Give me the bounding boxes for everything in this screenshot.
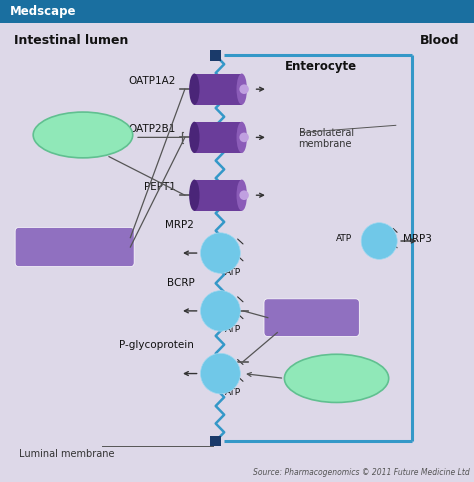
Ellipse shape [237, 73, 247, 105]
Text: OATP1A2: OATP1A2 [128, 76, 175, 86]
Text: ATP: ATP [225, 268, 241, 277]
FancyBboxPatch shape [194, 180, 242, 211]
Bar [0, 0, 474, 23]
Text: MRP3: MRP3 [403, 234, 432, 243]
Text: Blood: Blood [420, 34, 460, 47]
Text: ATP: ATP [225, 325, 241, 335]
Text: Intestinal lumen: Intestinal lumen [14, 34, 128, 47]
Text: ATP: ATP [336, 234, 352, 243]
Ellipse shape [237, 180, 247, 211]
FancyBboxPatch shape [194, 74, 242, 105]
Text: Source: Pharmacogenomics © 2011 Future Medicine Ltd: Source: Pharmacogenomics © 2011 Future M… [253, 468, 469, 477]
Ellipse shape [189, 180, 200, 211]
Ellipse shape [189, 73, 200, 105]
FancyBboxPatch shape [15, 228, 134, 267]
Circle shape [239, 190, 249, 200]
Ellipse shape [189, 121, 200, 153]
Text: Digoxin: Digoxin [316, 374, 357, 383]
Text: P-glycoprotein: P-glycoprotein [119, 340, 194, 350]
Text: OATP2B1: OATP2B1 [128, 124, 175, 134]
Circle shape [239, 84, 249, 94]
Text: Aliskiren: Aliskiren [59, 130, 107, 140]
Bar [210, 50, 221, 61]
Text: MRP2: MRP2 [165, 220, 194, 230]
Text: Medscape: Medscape [9, 5, 76, 18]
Circle shape [361, 223, 397, 259]
Ellipse shape [237, 121, 247, 153]
Text: ATP: ATP [225, 388, 241, 397]
FancyBboxPatch shape [194, 121, 242, 153]
Circle shape [239, 133, 249, 142]
Text: Enterocyte: Enterocyte [284, 60, 356, 73]
FancyBboxPatch shape [264, 299, 359, 336]
Ellipse shape [33, 112, 133, 158]
Circle shape [201, 291, 240, 331]
Ellipse shape [284, 354, 389, 402]
Text: Grapefruit juice: Grapefruit juice [26, 242, 124, 252]
Bar [210, 436, 221, 446]
Circle shape [201, 353, 240, 394]
Circle shape [201, 233, 240, 273]
Text: BCRP: BCRP [166, 278, 194, 288]
Text: Basolateral
membrane: Basolateral membrane [299, 128, 354, 149]
Text: Luminal membrane: Luminal membrane [19, 449, 114, 459]
Text: PEPT1: PEPT1 [144, 182, 175, 192]
Text: Quinidine: Quinidine [282, 313, 341, 322]
